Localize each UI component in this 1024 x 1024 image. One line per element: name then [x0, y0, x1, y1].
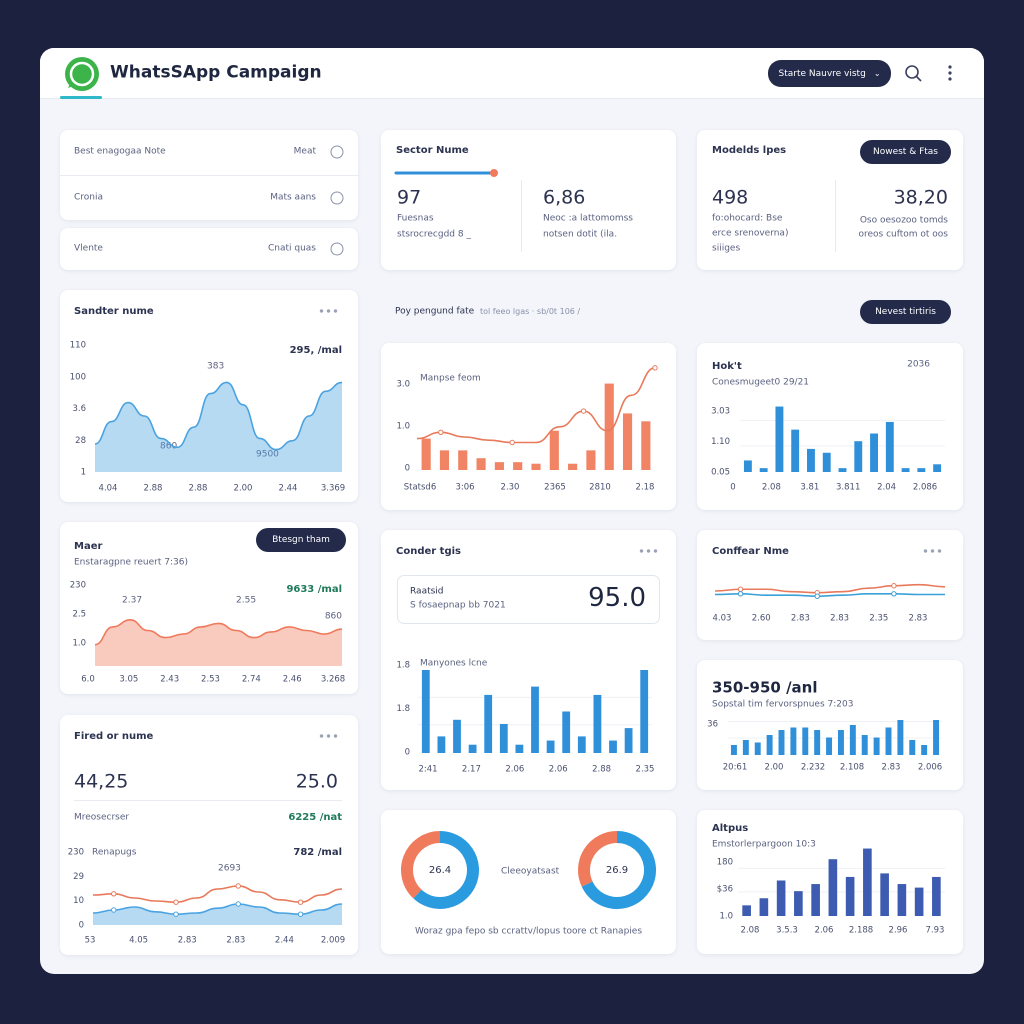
donut-footer: Woraz gpa fepo sb ccrattv/lopus toore ct…: [414, 926, 643, 937]
list-card: [60, 228, 358, 270]
app-title: WhatsSApp Campaign: [110, 62, 322, 83]
stat-line: oreos cuftom ot oos: [858, 229, 948, 240]
dropdown[interactable]: Starte Nauvre vistg ⌄: [768, 60, 891, 87]
chart-subtitle: Manpse feom: [420, 373, 481, 384]
radio[interactable]: [330, 145, 344, 159]
chart-card: [697, 660, 963, 790]
button[interactable]: Nevest tirtiris: [860, 300, 951, 324]
chart-card: [381, 343, 676, 510]
dots[interactable]: [922, 549, 942, 553]
card-title: Sector Nume: [396, 145, 469, 156]
annotation: 2.55: [236, 595, 257, 606]
annotation: 2.37: [122, 595, 143, 606]
dots[interactable]: [318, 309, 338, 313]
card-title: 350-950 /anl: [712, 678, 818, 697]
dots[interactable]: [638, 549, 658, 553]
radio[interactable]: [330, 191, 344, 205]
annotation: 2036: [907, 359, 930, 370]
chart-card: [60, 715, 358, 955]
annotation: 860: [160, 441, 178, 452]
stat-value: 97: [397, 186, 422, 209]
row-value: 782 /mal: [293, 847, 342, 858]
card-title: Hok't: [712, 361, 742, 372]
slider[interactable]: [394, 168, 504, 178]
kpi-title: Raatsid: [410, 586, 444, 597]
chart-card: [697, 343, 963, 510]
button[interactable]: Btesgn tham: [256, 528, 346, 552]
button-label: Nevest tirtiris: [875, 307, 936, 317]
button-label: Btesgn tham: [272, 535, 330, 545]
stat-value: 25.0: [295, 770, 338, 793]
stats-card: [381, 130, 676, 270]
kpi-subtitle: S fosaepnap bb 7021: [410, 600, 506, 611]
card-title: Modelds lpes: [712, 145, 787, 156]
kpi-value: 95.0: [588, 583, 646, 613]
dots[interactable]: [318, 734, 338, 738]
annotation: 9500: [256, 449, 279, 460]
button[interactable]: Nowest & Ftas: [860, 140, 951, 164]
row-label: Renapugs: [92, 847, 137, 858]
divider: [60, 175, 358, 176]
annotation: 383: [207, 361, 225, 372]
card-subtitle: Sopstal tim fervorspnues 7:203: [712, 699, 854, 710]
chart-card: [60, 290, 358, 502]
annotation: 295, /mal: [289, 345, 342, 356]
row-label: Mreosecrser: [74, 812, 130, 823]
card-title: Conffear Nme: [712, 546, 789, 557]
list-label: Best enagogaa Note: [74, 146, 166, 157]
stat-line: Neoc :a lattomomss: [543, 213, 633, 224]
row-value: 6225 /nat: [288, 812, 342, 823]
button-label: Nowest & Ftas: [872, 147, 938, 157]
section-title: Poy pengund fate: [395, 306, 475, 317]
more-icon[interactable]: [948, 65, 952, 81]
annotation: 860: [324, 611, 342, 622]
header-icons: [905, 65, 952, 82]
stat-value: 38,20: [893, 186, 948, 209]
card-title: Altpus: [712, 823, 749, 834]
divider: [835, 180, 836, 252]
card-title: Conder tgis: [396, 546, 461, 557]
divider: [521, 180, 522, 252]
stat-line: stsrocrecgdd 8 _: [397, 229, 471, 240]
card-title: Sandter nume: [74, 306, 154, 317]
stat-line: Oso oesozoo tomds: [859, 215, 948, 226]
card-subtitle: Emstorlerpargoon 10:3: [712, 839, 816, 850]
stat-line: Fuesnas: [397, 213, 434, 224]
kpi-box: [397, 575, 660, 624]
card-title: Maer: [74, 541, 103, 552]
section-note: tol feeo lgas · sb/0t 106 /: [480, 307, 581, 316]
card-subtitle: Enstaragpne reuert 7:36): [74, 557, 188, 568]
divider: [74, 800, 342, 801]
stat-line: fo:ohocard: Bse: [712, 213, 783, 224]
list-value: Mats aans: [270, 192, 316, 203]
list-label: Cronia: [74, 192, 104, 203]
stat-line: siiiges: [712, 243, 741, 254]
stat-value: 44,25: [74, 770, 129, 793]
list-value: Meat: [293, 146, 316, 157]
dropdown-label: Starte Nauvre vistg: [778, 68, 866, 79]
stat-value: 6,86: [543, 186, 586, 209]
stat-line: erce srenoverna): [712, 228, 789, 239]
donut-caption: Cleeoyatsast: [501, 866, 560, 877]
search-icon[interactable]: [905, 65, 919, 79]
chart-subtitle: Manyones lcne: [420, 658, 488, 669]
chevron: ⌄: [873, 69, 881, 78]
radio-group: [330, 145, 344, 256]
list-value: Cnati quas: [267, 243, 316, 254]
logo: [60, 57, 102, 99]
list-label: Vlente: [74, 243, 103, 254]
card-subtitle: Conesmugeet0 29/21: [712, 377, 810, 388]
radio[interactable]: [330, 242, 344, 256]
annotation: 9633 /mal: [286, 584, 342, 595]
stat-value: 498: [712, 186, 749, 209]
card-title: Fired or nume: [74, 731, 154, 742]
stat-line: notsen dotit (ila.: [543, 229, 618, 240]
annotation: 2693: [218, 863, 241, 874]
